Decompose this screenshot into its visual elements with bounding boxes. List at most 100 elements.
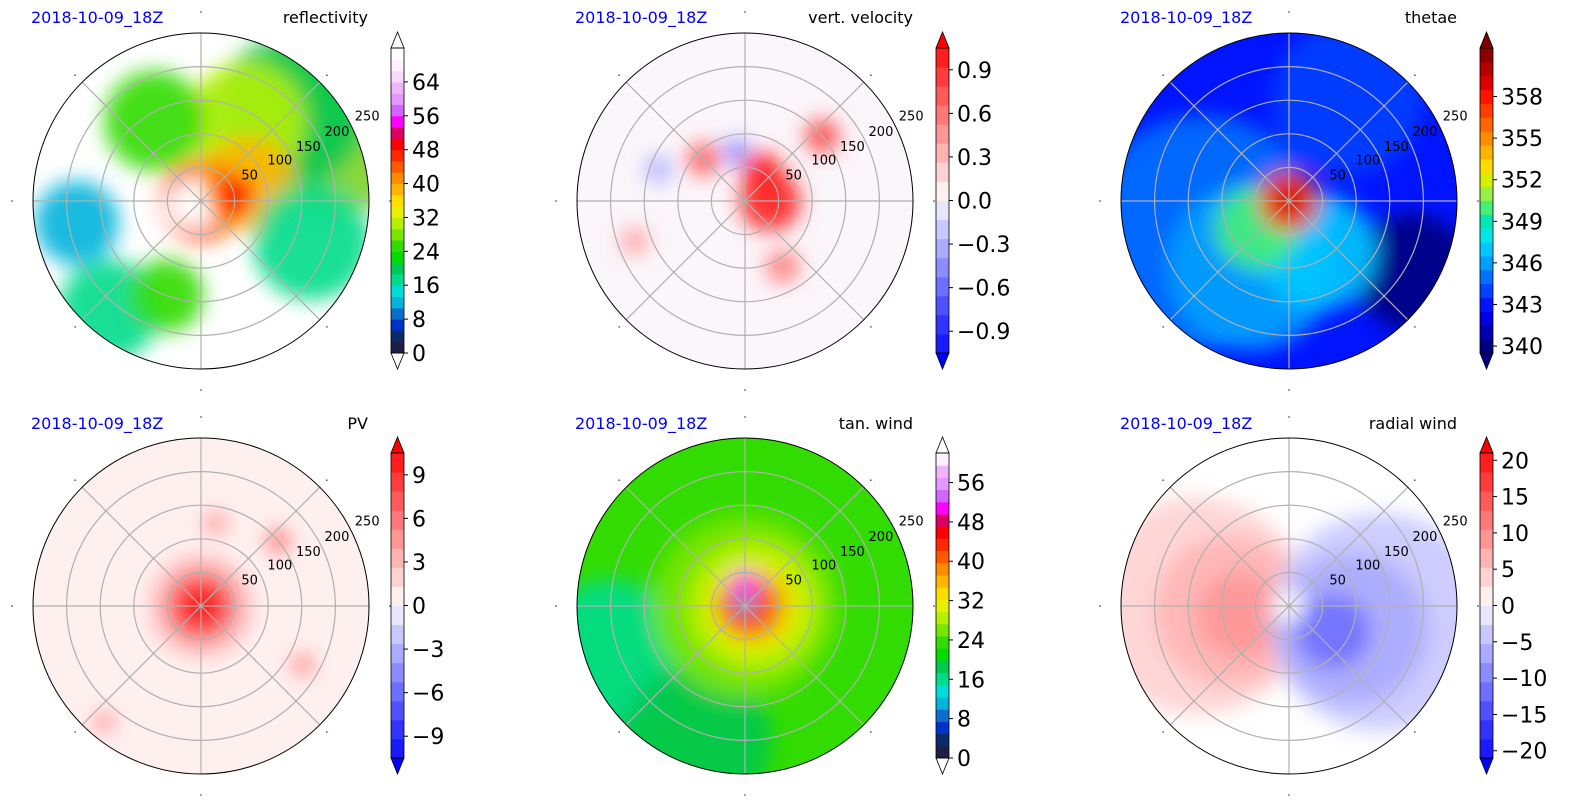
colorbar-tick-label: 8 — [957, 708, 971, 733]
colorbar-segment — [391, 624, 404, 645]
colorbar-segment — [1480, 453, 1493, 473]
colorbar-segment — [936, 333, 949, 354]
azimuth-tick — [618, 74, 620, 76]
azimuth-line — [81, 81, 321, 321]
colorbar-tick-label: 3 — [412, 551, 426, 576]
azimuth-tick — [200, 389, 202, 391]
azimuth-tick — [555, 200, 557, 202]
colorbar-segment — [936, 526, 949, 539]
colorbar-extend-max — [1479, 30, 1494, 49]
colorbar-segment — [1480, 297, 1493, 312]
polar-grid — [577, 33, 913, 369]
polar-grid — [33, 33, 369, 369]
colorbar-segment — [1480, 117, 1493, 132]
panel-title: PV — [347, 414, 368, 433]
azimuth-tick — [870, 74, 872, 76]
colorbar-segment — [936, 314, 949, 335]
colorbar-segment — [1480, 283, 1493, 299]
colorbar-segment — [1480, 242, 1493, 257]
polar-field — [1121, 33, 1457, 369]
colorbar-segment — [391, 70, 404, 83]
panel-pv: 50 100 150 200 250 2018-10-09_18Z PV −9 −6 −3 0 3 6 9 — [11, 414, 444, 796]
polar-frame — [576, 437, 914, 775]
colorbar-segment — [391, 59, 404, 72]
colorbar-tick-label: −9 — [412, 725, 444, 750]
ring-label: 250 — [355, 515, 380, 530]
colorbar-tick-label: −10 — [1501, 667, 1547, 692]
colorbar-tick-label: 64 — [412, 71, 440, 96]
colorbar-tick-label: 9 — [412, 464, 426, 489]
panel-title: reflectivity — [283, 8, 368, 27]
azimuth-tick — [326, 74, 328, 76]
colorbar-segment — [391, 183, 404, 196]
colorbar-extend-min — [390, 352, 405, 371]
ring-label: 100 — [1355, 558, 1380, 573]
colorbar-segment — [1480, 548, 1493, 568]
colorbar-tick-label: 16 — [412, 274, 440, 299]
azimuth-tick — [1099, 605, 1101, 607]
azimuth-line — [625, 81, 865, 321]
ring-label: 50 — [785, 574, 802, 589]
polar-frame — [32, 32, 370, 370]
azimuth-tick — [74, 731, 76, 733]
ring-label: 50 — [241, 169, 258, 184]
colorbar-segment — [1480, 61, 1493, 77]
colorbar-extend-min — [390, 757, 405, 776]
colorbar-segment — [936, 181, 949, 201]
colorbar-tick-label: 0.3 — [957, 146, 992, 171]
azimuth-tick — [1477, 200, 1479, 202]
polar-field — [577, 438, 913, 774]
colorbar-segment — [1480, 158, 1493, 174]
colorbar-segment — [1480, 214, 1493, 229]
ring-label: 50 — [1329, 169, 1346, 184]
colorbar-segment — [1480, 325, 1493, 340]
colorbar-segment — [1480, 186, 1493, 201]
colorbar-segment — [391, 172, 404, 185]
colorbar-segment — [936, 219, 949, 240]
colorbar-segment — [936, 636, 949, 649]
colorbar-segment — [936, 501, 949, 515]
colorbar-tick-label: 32 — [412, 206, 440, 231]
field-blob — [104, 70, 206, 172]
ring-label: 100 — [1355, 153, 1380, 168]
ring-label: 200 — [325, 530, 350, 545]
colorbar-segment — [1480, 700, 1493, 721]
colorbar-tick-label: 358 — [1501, 86, 1543, 111]
azimuth-tick — [618, 326, 620, 328]
field-blob — [252, 182, 369, 301]
colorbar-segment — [1480, 491, 1493, 511]
colorbar-tick-label: 0 — [412, 342, 426, 367]
colorbar-segment — [936, 672, 949, 686]
colorbar: 0 8 16 24 32 40 48 56 64 — [390, 30, 440, 371]
colorbar: −9 −6 −3 0 3 6 9 — [390, 435, 444, 776]
colorbar-tick-label: 6 — [412, 507, 426, 532]
colorbar-segment — [936, 562, 949, 576]
colorbar-segment — [936, 295, 949, 316]
colorbar-segment — [936, 599, 949, 613]
colorbar-frame — [1479, 47, 1494, 354]
colorbar-segment — [1480, 510, 1493, 530]
colorbar-segment — [1480, 681, 1493, 702]
colorbar-tick-label: 5 — [1501, 558, 1515, 583]
colorbar-extend-min — [935, 757, 950, 776]
colorbar: 0 8 16 24 32 40 48 56 — [935, 435, 985, 776]
polar-frame — [1120, 32, 1458, 370]
ring-label: 150 — [840, 545, 865, 560]
colorbar-segment — [1480, 339, 1493, 354]
colorbar-segment — [1480, 624, 1493, 645]
colorbar: −0.9 −0.6 −0.3 0.0 0.3 0.6 0.9 — [935, 30, 1010, 371]
ring-label: 250 — [355, 110, 380, 125]
azimuth-line — [625, 486, 865, 726]
colorbar-segment — [391, 160, 404, 173]
colorbar-tick-label: 20 — [1501, 449, 1529, 474]
colorbar-extend-min — [1479, 352, 1494, 371]
ring-label: 250 — [899, 515, 924, 530]
timestamp: 2018-10-09_18Z — [1120, 8, 1252, 28]
colorbar-segment — [936, 709, 949, 722]
colorbar-tick-label: −0.3 — [957, 233, 1010, 258]
colorbar-tick-label: 56 — [957, 472, 985, 497]
azimuth-tick — [933, 605, 935, 607]
field-blob — [722, 137, 750, 165]
azimuth-tick — [200, 794, 202, 796]
